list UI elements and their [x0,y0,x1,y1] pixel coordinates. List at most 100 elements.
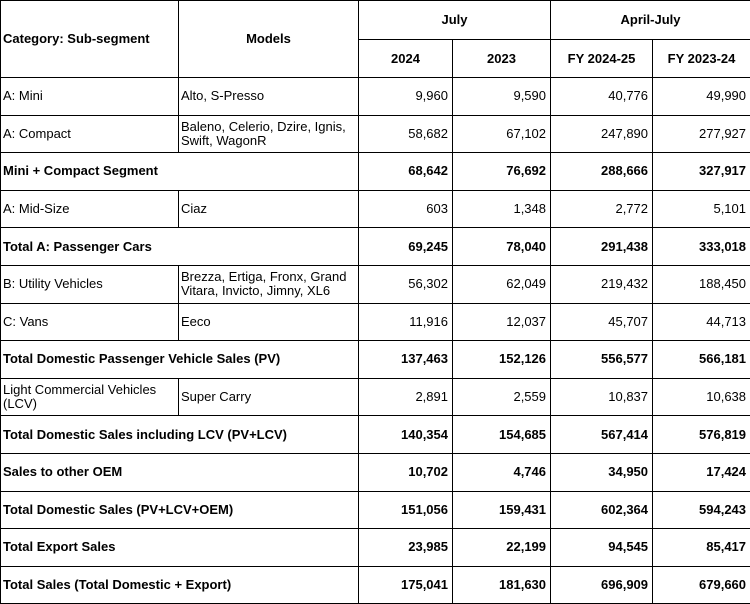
value-cell: 49,990 [652,77,750,116]
value-cell: 94,545 [550,528,654,567]
header-cell: 2023 [451,39,552,78]
table-row: Total Sales (Total Domestic + Export) 175… [0,565,750,604]
value-cell: 58,682 [358,114,453,154]
value-cell: 696,909 [550,565,654,604]
value-cell: 23,985 [358,528,453,567]
category-cell: Total Domestic Sales (PV+LCV+OEM) [0,490,359,530]
models-cell: Super Carry [178,377,359,417]
header-cell: 2024 [358,39,453,78]
category-cell: Light Commercial Vehicles (LCV) [0,377,179,417]
category-cell: C: Vans [0,302,179,342]
value-cell: 288,666 [550,152,654,191]
value-cell: 291,438 [550,227,654,266]
value-cell: 576,819 [652,415,750,454]
table-row: Light Commercial Vehicles (LCV) Super Car… [0,377,750,417]
models-cell: Brezza, Ertiga, Fronx, Grand Vitara, Inv… [178,264,359,304]
value-cell: 17,424 [652,452,750,492]
category-cell: Sales to other OEM [0,452,359,492]
value-cell: 11,916 [358,302,453,342]
value-cell: 175,041 [358,565,453,604]
category-cell: A: Compact [0,114,179,154]
value-cell: 137,463 [358,340,453,379]
value-cell: 9,590 [451,77,552,116]
table-row: Total A: Passenger Cars 69,245 78,040 291,4… [0,227,750,266]
value-cell: 247,890 [550,114,654,154]
table-row: C: Vans Eeco 11,916 12,037 45,707 44,713 [0,302,750,342]
value-cell: 10,638 [652,377,750,417]
table-row: A: Mid-Size Ciaz 603 1,348 2,772 5,101 [0,189,750,229]
value-cell: 12,037 [451,302,552,342]
table-row: A: Compact Baleno, Celerio, Dzire, Ignis,… [0,114,750,154]
value-cell: 76,692 [451,152,552,191]
header-cell: April-July [550,0,750,40]
models-cell: Alto, S-Presso [178,77,359,116]
value-cell: 1,348 [451,189,552,229]
value-cell: 69,245 [358,227,453,266]
value-cell: 140,354 [358,415,453,454]
header-cell: FY 2023-24 [652,39,750,78]
header-cell: Models [178,0,359,78]
models-cell: Eeco [178,302,359,342]
value-cell: 2,772 [550,189,654,229]
value-cell: 78,040 [451,227,552,266]
category-cell: Total Domestic Passenger Vehicle Sales (… [0,340,359,379]
value-cell: 602,364 [550,490,654,530]
value-cell: 154,685 [451,415,552,454]
value-cell: 67,102 [451,114,552,154]
header-cell: Category: Sub-segment [0,0,179,78]
value-cell: 679,660 [652,565,750,604]
value-cell: 556,577 [550,340,654,379]
table-row: Total Export Sales 23,985 22,199 94,545 85,4… [0,528,750,567]
header-cell: FY 2024-25 [550,39,654,78]
value-cell: 56,302 [358,264,453,304]
value-cell: 188,450 [652,264,750,304]
value-cell: 44,713 [652,302,750,342]
value-cell: 10,837 [550,377,654,417]
value-cell: 159,431 [451,490,552,530]
value-cell: 566,181 [652,340,750,379]
table-row: Sales to other OEM 10,702 4,746 34,950 17,42… [0,452,750,492]
header-row: 2024 2023 FY 2024-25 FY 2023-24 [1,39,750,78]
value-cell: 567,414 [550,415,654,454]
value-cell: 2,891 [358,377,453,417]
category-cell: Total Domestic Sales including LCV (PV+L… [0,415,359,454]
value-cell: 22,199 [451,528,552,567]
category-cell: Total Sales (Total Domestic + Export) [0,565,359,604]
header-cell: July [357,0,552,40]
category-cell: Total A: Passenger Cars [0,227,359,266]
category-cell: B: Utility Vehicles [0,264,179,304]
value-cell: 9,960 [358,77,453,116]
value-cell: 34,950 [550,452,654,492]
value-cell: 152,126 [451,340,552,379]
table-row: Total Domestic Sales (PV+LCV+OEM) 151,056… [0,490,750,530]
table-row: Total Domestic Sales including LCV (PV+L… [0,415,750,454]
table-row: Total Domestic Passenger Vehicle Sales (… [0,340,750,379]
category-cell: A: Mini [0,77,179,116]
value-cell: 62,049 [451,264,552,304]
value-cell: 603 [358,189,453,229]
value-cell: 333,018 [652,227,750,266]
header-row: Category: Sub-segment Models July April-… [0,0,750,78]
table-row: A: Mini Alto, S-Presso 9,960 9,590 40,776 49,… [0,77,750,116]
value-cell: 181,630 [451,565,552,604]
models-cell: Baleno, Celerio, Dzire, Ignis, Swift, Wa… [178,114,359,154]
value-cell: 40,776 [550,77,654,116]
category-cell: A: Mid-Size [0,189,179,229]
value-cell: 327,917 [652,152,750,191]
value-cell: 151,056 [358,490,453,530]
models-cell: Ciaz [178,189,359,229]
value-cell: 594,243 [652,490,750,530]
value-cell: 5,101 [652,189,750,229]
table-row: Mini + Compact Segment 68,642 76,692 288,66… [0,152,750,191]
category-cell: Mini + Compact Segment [0,152,359,191]
value-cell: 219,432 [550,264,654,304]
value-cell: 10,702 [358,452,453,492]
value-cell: 85,417 [652,528,750,567]
value-cell: 4,746 [451,452,552,492]
value-cell: 45,707 [550,302,654,342]
value-cell: 2,559 [451,377,552,417]
category-cell: Total Export Sales [0,528,359,567]
